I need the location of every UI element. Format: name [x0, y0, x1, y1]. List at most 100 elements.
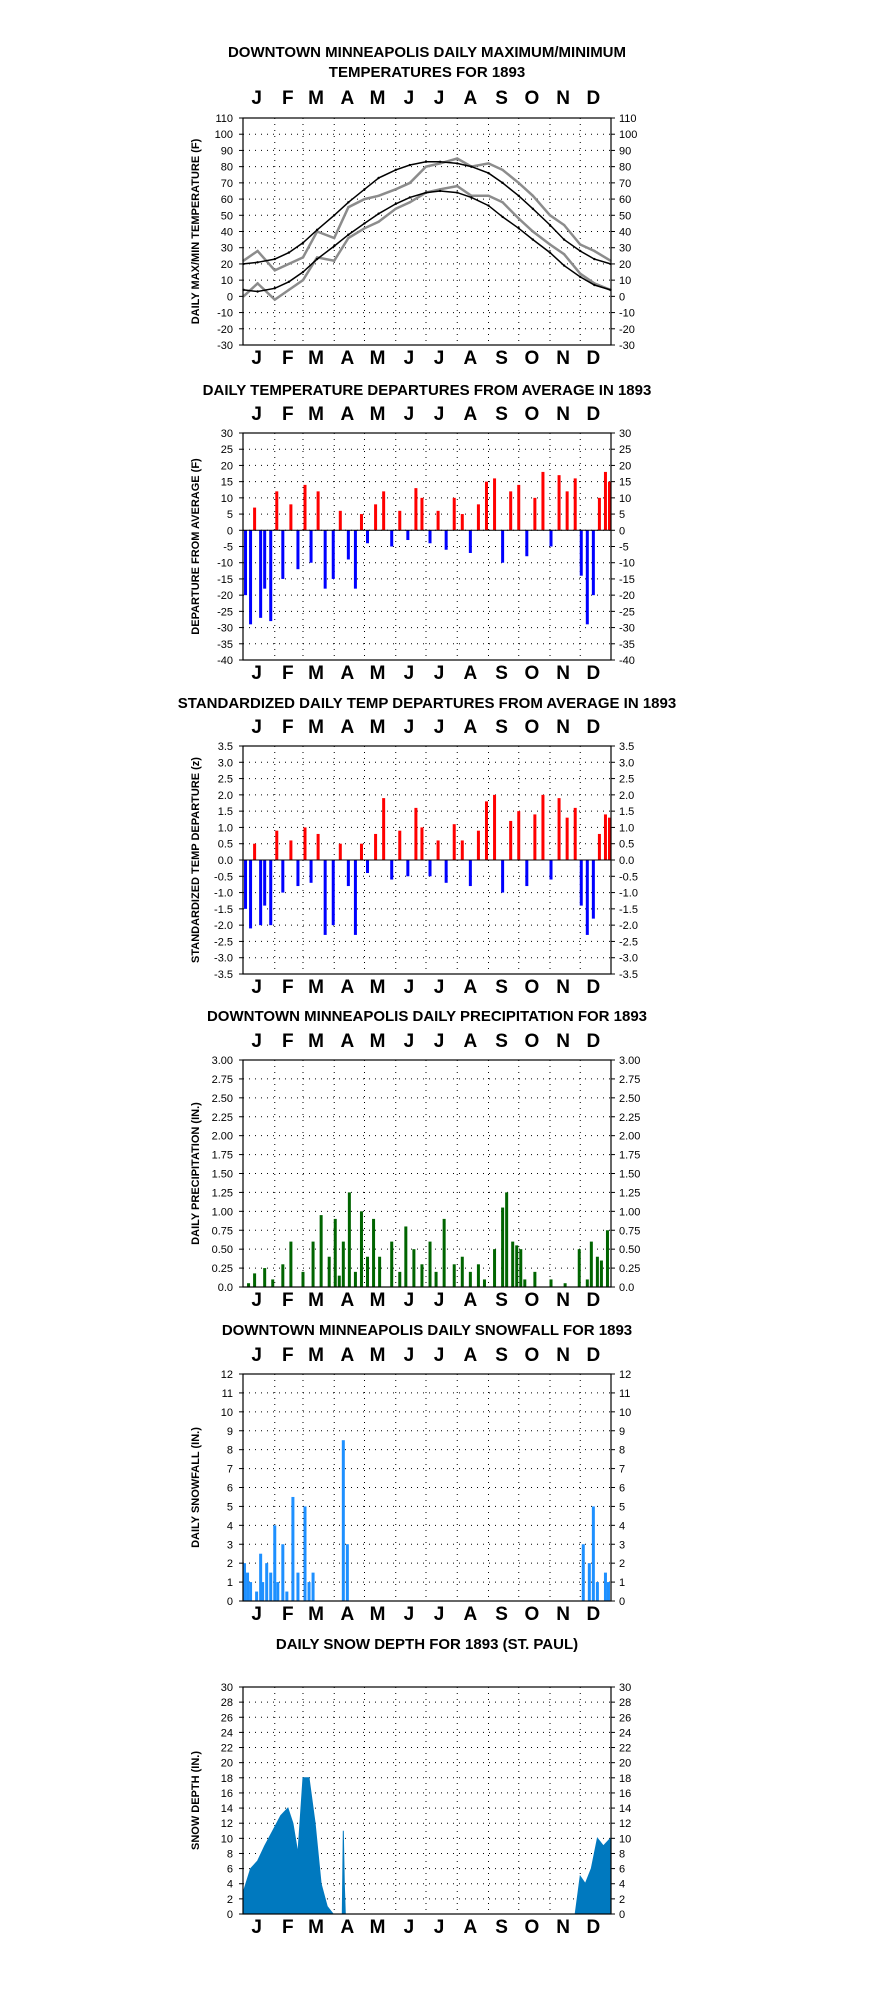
chart2-title: DAILY TEMPERATURE DEPARTURES FROM AVERAG…	[203, 382, 652, 399]
chart3-y-tick-right: -1.5	[619, 904, 638, 916]
chart3-y-tick-left: -0.5	[214, 871, 233, 883]
chart4-y-tick-right: 3.00	[619, 1055, 640, 1067]
chart6-y-tick-right: 22	[619, 1743, 631, 1755]
chart3-bar	[597, 833, 601, 860]
chart6-month-label-bottom: J	[404, 1917, 415, 1938]
chart4-month-label-top: A	[340, 1031, 354, 1052]
chart3-title: STANDARDIZED DAILY TEMP DEPARTURES FROM …	[178, 695, 676, 712]
chart5-month-label-bottom: M	[370, 1604, 386, 1625]
chart1-y-tick-left: 0	[227, 291, 233, 303]
chart3-y-tick-right: 0.0	[619, 855, 634, 867]
chart3-bar	[476, 830, 480, 860]
chart6-month-label-bottom: A	[340, 1917, 354, 1938]
chart1-daily_max-point	[517, 181, 520, 185]
chart1-daily_min-point	[487, 194, 490, 198]
chart5-month-label-top: J	[251, 1345, 262, 1366]
chart2-month-label-top: A	[463, 404, 477, 425]
chart1-normal_min-point	[548, 251, 552, 254]
chart1-y-tick-left: 30	[221, 243, 233, 255]
chart2-month-label-top: M	[370, 404, 386, 425]
chart4-y-tick-left: 1.75	[212, 1150, 233, 1162]
chart2-bar	[597, 497, 601, 531]
chart4-bar	[390, 1241, 394, 1287]
chart4-y-tick-right: 1.25	[619, 1187, 640, 1199]
chart3-y-tick-left: -1.0	[214, 888, 233, 900]
chart1-daily_max-point	[301, 256, 305, 259]
chart4-y-tick-left: 0.75	[212, 1225, 233, 1237]
chart4-y-tick-right: 0.50	[619, 1244, 640, 1256]
chart2-y-tick-right: -10	[619, 558, 635, 570]
chart1-normal_min-point	[363, 222, 366, 225]
chart5-month-label-bottom: S	[495, 1604, 508, 1625]
chart2-bar	[382, 491, 386, 531]
chart3-bar	[444, 860, 448, 883]
chart4-y-tick-left: 2.25	[212, 1112, 233, 1124]
chart4-bar	[404, 1226, 408, 1287]
chart5-bar	[259, 1553, 263, 1601]
chart5-bar	[307, 1582, 311, 1601]
chart6-month-label-bottom: J	[251, 1917, 262, 1938]
chart5-y-tick-left: 10	[221, 1407, 233, 1419]
chart1-daily_max-point	[487, 162, 490, 165]
chart1-month-label-top: A	[340, 88, 354, 109]
chart1-y-tick-right: 110	[619, 113, 637, 125]
chart1-normal_max-point	[315, 228, 319, 232]
chart4-bar	[253, 1273, 257, 1287]
chart3-month-label-top: F	[282, 717, 294, 738]
chart2-month-label-top: S	[495, 404, 508, 425]
chart1-month-label-bottom: J	[404, 348, 415, 369]
chart3-month-label-bottom: A	[463, 977, 477, 998]
chart3-bar	[382, 798, 386, 860]
chart5-y-tick-right: 1	[619, 1577, 625, 1589]
chart1-daily_min-point	[517, 217, 520, 220]
chart2-bar	[603, 471, 607, 531]
chart3-y-tick-left: 3.0	[218, 757, 233, 769]
chart1-y-tick-left: 100	[215, 129, 233, 141]
chart1-normal_min-point	[593, 283, 596, 287]
chart1-normal_min-point	[438, 189, 442, 193]
chart1-normal_max-point	[363, 188, 366, 191]
chart5-bar	[276, 1582, 280, 1601]
chart4-y-tick-left: 2.75	[212, 1074, 233, 1086]
chart2-y-tick-left: -30	[217, 623, 233, 635]
chart1-daily_min-point	[377, 220, 380, 223]
chart1-month-label-bottom: A	[463, 348, 477, 369]
chart1-y-tick-left: -10	[217, 308, 233, 320]
chart6-y-tick-left: 4	[227, 1879, 233, 1891]
chart1-y-tick-left: -20	[217, 324, 233, 336]
chart4-month-label-bottom: A	[463, 1290, 477, 1311]
chart4-bar	[519, 1249, 523, 1287]
chart4-bar	[398, 1271, 402, 1287]
chart1-daily_max-point	[531, 194, 535, 198]
chart3-bar	[323, 860, 327, 935]
chart2-y-tick-right: -30	[619, 623, 635, 635]
chart3-bar	[296, 860, 300, 887]
chart4-bar	[281, 1264, 285, 1287]
chart4-y-tick-left: 0.25	[212, 1263, 233, 1275]
chart3-bar	[374, 833, 378, 860]
chart4-month-label-bottom: F	[282, 1290, 294, 1311]
chart3-month-label-top: O	[524, 717, 539, 738]
chart2-month-label-bottom: M	[370, 663, 386, 684]
chart1-normal_max-point	[287, 251, 291, 254]
chart4-bar	[311, 1241, 315, 1287]
chart5-y-tick-left: 0	[227, 1596, 233, 1608]
chart1-normal_max-point	[593, 257, 596, 261]
chart6-y-tick-left: 16	[221, 1788, 233, 1800]
chart5-bar	[311, 1572, 315, 1601]
chart1-daily_min-point	[548, 243, 552, 246]
chart1-normal_min-point	[487, 204, 490, 207]
chart6-y-tick-left: 0	[227, 1909, 233, 1921]
chart3-y-tick-right: -3.5	[619, 969, 638, 981]
chart2-y-tick-right: 10	[619, 493, 631, 505]
chart4-bar	[263, 1268, 267, 1287]
chart5-y-axis-label: DAILY SNOWFALL (IN.)	[190, 1427, 202, 1548]
chart1-y-tick-right: 50	[619, 210, 631, 222]
chart1-daily_max-point	[377, 194, 380, 198]
chart1-month-label-bottom: O	[524, 348, 539, 369]
chart2-bar	[533, 497, 537, 531]
chart6-month-label-bottom: F	[282, 1917, 294, 1938]
chart6-y-tick-right: 12	[619, 1818, 631, 1830]
chart1-daily_max-point	[593, 249, 596, 253]
chart3-bar	[579, 860, 583, 906]
